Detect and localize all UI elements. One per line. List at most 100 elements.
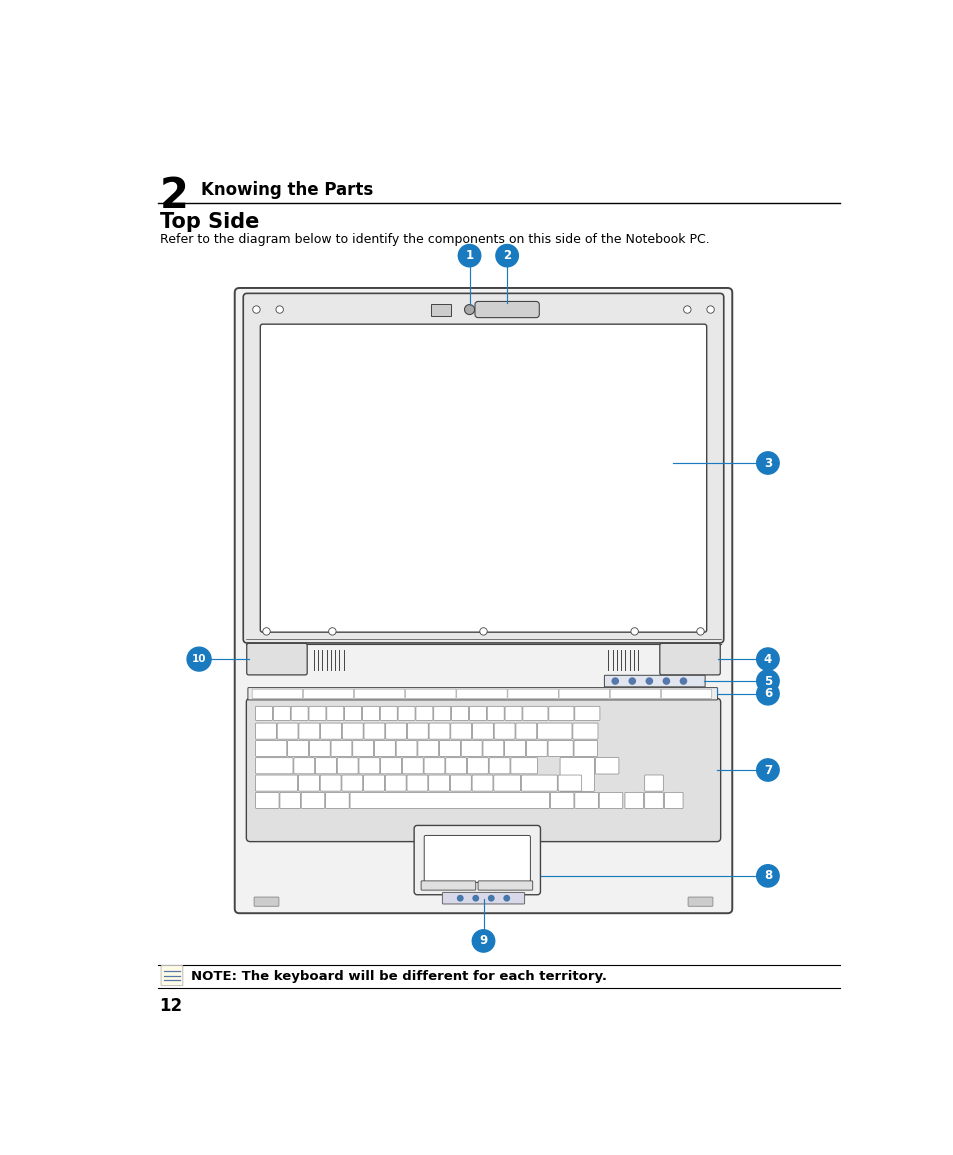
FancyBboxPatch shape <box>255 723 276 739</box>
FancyBboxPatch shape <box>424 758 444 774</box>
Circle shape <box>496 245 517 267</box>
FancyBboxPatch shape <box>575 707 599 721</box>
FancyBboxPatch shape <box>416 707 433 721</box>
Text: Refer to the diagram below to identify the components on this side of the Notebo: Refer to the diagram below to identify t… <box>159 233 709 246</box>
Circle shape <box>629 678 635 684</box>
Circle shape <box>479 627 487 635</box>
FancyBboxPatch shape <box>644 792 662 808</box>
FancyBboxPatch shape <box>575 792 598 808</box>
Circle shape <box>329 627 335 635</box>
Text: 8: 8 <box>763 870 771 882</box>
FancyBboxPatch shape <box>504 707 521 721</box>
FancyBboxPatch shape <box>291 707 308 721</box>
FancyBboxPatch shape <box>548 707 574 721</box>
FancyBboxPatch shape <box>664 792 682 808</box>
FancyBboxPatch shape <box>477 881 532 891</box>
FancyBboxPatch shape <box>469 707 486 721</box>
FancyBboxPatch shape <box>494 775 520 791</box>
Circle shape <box>457 895 462 901</box>
FancyBboxPatch shape <box>301 792 324 808</box>
FancyBboxPatch shape <box>604 676 704 687</box>
Circle shape <box>756 670 779 692</box>
FancyBboxPatch shape <box>450 775 471 791</box>
FancyBboxPatch shape <box>472 775 493 791</box>
FancyBboxPatch shape <box>341 775 362 791</box>
Circle shape <box>488 895 494 901</box>
FancyBboxPatch shape <box>234 288 732 914</box>
FancyBboxPatch shape <box>298 775 319 791</box>
FancyBboxPatch shape <box>402 758 423 774</box>
FancyBboxPatch shape <box>395 740 416 757</box>
FancyBboxPatch shape <box>507 690 558 699</box>
Circle shape <box>706 306 714 313</box>
FancyBboxPatch shape <box>417 740 438 757</box>
Text: 7: 7 <box>763 763 771 776</box>
FancyBboxPatch shape <box>442 893 524 904</box>
Circle shape <box>612 678 618 684</box>
FancyBboxPatch shape <box>537 723 572 739</box>
Text: Knowing the Parts: Knowing the Parts <box>200 181 373 199</box>
Text: 3: 3 <box>763 456 771 469</box>
FancyBboxPatch shape <box>428 775 449 791</box>
FancyBboxPatch shape <box>460 740 481 757</box>
FancyBboxPatch shape <box>252 690 302 699</box>
Circle shape <box>253 306 260 313</box>
FancyBboxPatch shape <box>253 897 278 907</box>
FancyBboxPatch shape <box>526 740 547 757</box>
FancyBboxPatch shape <box>547 740 573 757</box>
Text: 12: 12 <box>159 998 182 1015</box>
FancyBboxPatch shape <box>355 690 404 699</box>
Circle shape <box>662 678 669 684</box>
Circle shape <box>679 678 686 684</box>
FancyBboxPatch shape <box>522 707 547 721</box>
FancyBboxPatch shape <box>362 707 379 721</box>
FancyBboxPatch shape <box>424 835 530 882</box>
FancyBboxPatch shape <box>520 775 557 791</box>
Circle shape <box>262 627 270 635</box>
FancyBboxPatch shape <box>255 792 279 808</box>
FancyBboxPatch shape <box>494 723 515 739</box>
Circle shape <box>630 627 638 635</box>
FancyBboxPatch shape <box>342 723 363 739</box>
FancyBboxPatch shape <box>358 758 379 774</box>
FancyBboxPatch shape <box>445 758 466 774</box>
Text: 2: 2 <box>502 249 511 262</box>
FancyBboxPatch shape <box>309 707 326 721</box>
Circle shape <box>464 305 474 314</box>
FancyBboxPatch shape <box>550 792 574 808</box>
FancyBboxPatch shape <box>598 792 622 808</box>
FancyBboxPatch shape <box>504 740 525 757</box>
FancyBboxPatch shape <box>375 740 395 757</box>
FancyBboxPatch shape <box>451 723 471 739</box>
FancyBboxPatch shape <box>434 707 450 721</box>
FancyBboxPatch shape <box>325 792 349 808</box>
FancyBboxPatch shape <box>248 687 717 700</box>
Circle shape <box>756 865 779 887</box>
FancyBboxPatch shape <box>644 775 662 791</box>
FancyBboxPatch shape <box>472 723 493 739</box>
FancyBboxPatch shape <box>456 690 507 699</box>
FancyBboxPatch shape <box>475 301 538 318</box>
FancyBboxPatch shape <box>327 707 343 721</box>
FancyBboxPatch shape <box>572 723 598 739</box>
FancyBboxPatch shape <box>558 690 609 699</box>
FancyBboxPatch shape <box>246 699 720 842</box>
FancyBboxPatch shape <box>353 740 374 757</box>
Circle shape <box>756 452 779 475</box>
FancyBboxPatch shape <box>610 690 659 699</box>
FancyBboxPatch shape <box>385 723 406 739</box>
FancyBboxPatch shape <box>489 758 510 774</box>
FancyBboxPatch shape <box>337 758 357 774</box>
FancyBboxPatch shape <box>303 690 354 699</box>
FancyBboxPatch shape <box>516 723 537 739</box>
FancyBboxPatch shape <box>451 707 468 721</box>
FancyBboxPatch shape <box>247 643 307 675</box>
FancyBboxPatch shape <box>309 740 330 757</box>
FancyBboxPatch shape <box>315 758 336 774</box>
Circle shape <box>473 895 478 901</box>
FancyBboxPatch shape <box>414 826 540 895</box>
FancyBboxPatch shape <box>350 792 549 808</box>
FancyBboxPatch shape <box>380 758 401 774</box>
FancyBboxPatch shape <box>363 775 384 791</box>
Circle shape <box>645 678 652 684</box>
